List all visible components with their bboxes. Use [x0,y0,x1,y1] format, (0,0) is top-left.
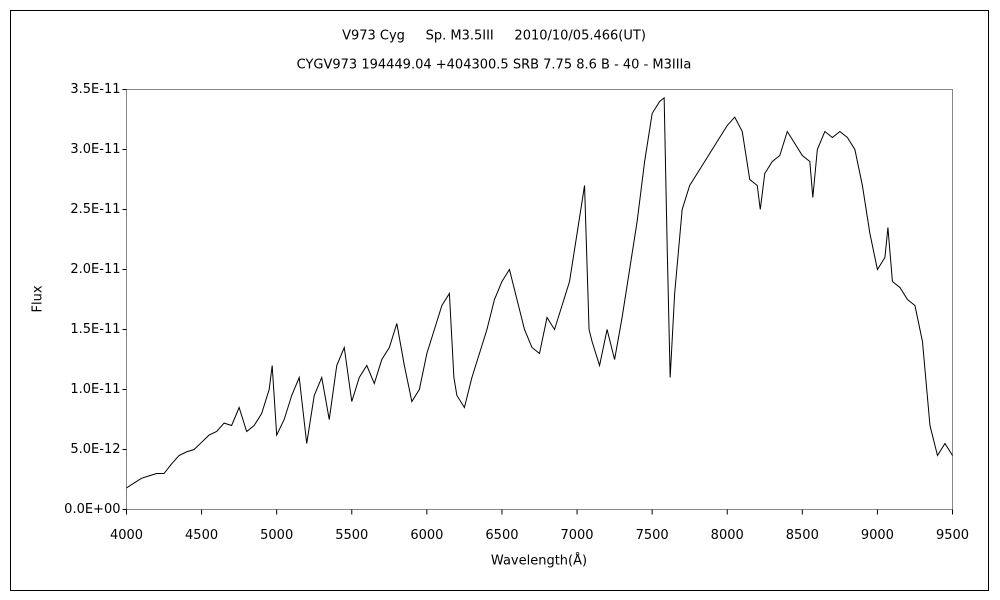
plot-area [126,89,953,510]
x-tick-label: 4000 [110,528,143,543]
x-tick-label: 6500 [485,528,518,543]
x-tick-label: 8000 [711,528,744,543]
x-tick-label: 7500 [636,528,669,543]
x-tick-label: 5000 [260,528,293,543]
y-tick-label: 1.5E-11 [70,322,120,337]
chart-frame [10,10,989,591]
y-axis-label: Flux [31,285,46,312]
y-tick-label: 5.0E-12 [70,442,120,457]
y-tick-label: 3.0E-11 [70,142,120,157]
x-tick-label: 9000 [861,528,894,543]
x-tick-label: 7000 [560,528,593,543]
y-tick-label: 3.5E-11 [70,82,120,97]
x-axis-label: Wavelength(Å) [491,553,587,569]
x-tick-label: 9500 [936,528,969,543]
x-tick-label: 5500 [335,528,368,543]
y-tick-label: 0.0E+00 [64,502,120,517]
x-tick-label: 4500 [185,528,218,543]
y-tick-label: 2.0E-11 [70,262,120,277]
x-tick-label: 8500 [786,528,819,543]
x-tick-label: 6000 [410,528,443,543]
chart-subtitle: CYGV973 194449.04 +404300.5 SRB 7.75 8.6… [297,58,692,73]
spectrum-line [126,96,953,489]
chart-title: V973 Cyg Sp. M3.5III 2010/10/05.466(UT) [342,29,646,44]
y-tick-label: 1.0E-11 [70,382,120,397]
y-tick-label: 2.5E-11 [70,202,120,217]
